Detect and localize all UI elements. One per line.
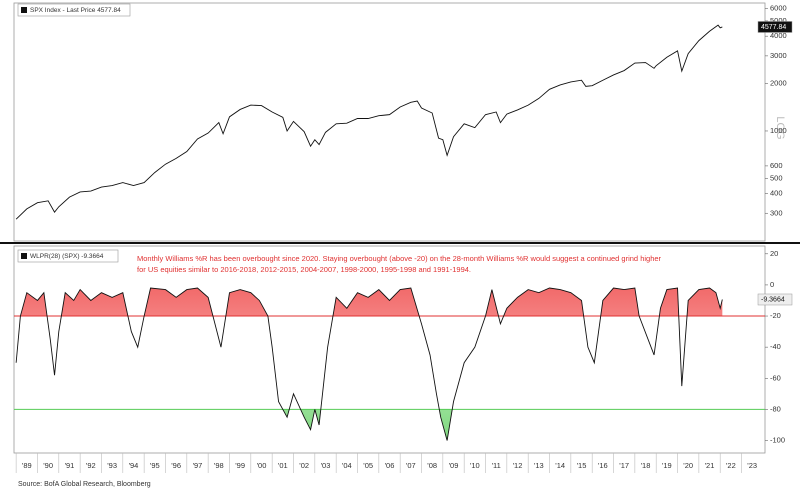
last-value-label: -9.3664: [761, 296, 785, 303]
x-tick-label: '06: [385, 461, 395, 470]
x-tick-label: '96: [171, 461, 181, 470]
y-tick-label: 400: [770, 189, 783, 198]
x-tick-label: '04: [342, 461, 352, 470]
x-tick-label: '09: [449, 461, 459, 470]
x-tick-label: '99: [235, 461, 245, 470]
x-tick-label: '22: [726, 461, 736, 470]
legend-swatch: [21, 253, 27, 259]
x-tick-label: '19: [662, 461, 672, 470]
x-tick-label: '15: [577, 461, 587, 470]
series-line: [15, 24, 723, 220]
y-tick-label: -60: [770, 373, 781, 382]
y-tick-label: 1000: [770, 126, 787, 135]
x-tick-label: '10: [470, 461, 480, 470]
y-tick-label: -20: [770, 311, 781, 320]
x-tick-label: '16: [598, 461, 608, 470]
x-tick-label: '05: [363, 461, 373, 470]
last-value-label: 4577.84: [761, 24, 786, 31]
y-tick-label: 20: [770, 249, 778, 258]
x-tick-label: '91: [65, 461, 75, 470]
x-tick-label: '13: [534, 461, 544, 470]
x-tick-label: '97: [193, 461, 203, 470]
x-tick-label: '95: [150, 461, 160, 470]
x-tick-label: '01: [278, 461, 288, 470]
y-tick-label: 0: [770, 280, 774, 289]
y-tick-label: 600: [770, 161, 783, 170]
x-tick-label: '11: [492, 461, 501, 470]
y-tick-label: 500: [770, 173, 783, 182]
x-tick-label: '94: [129, 461, 139, 470]
x-tick-label: '02: [299, 461, 309, 470]
top-legend: SPX Index - Last Price 4577.84: [17, 3, 131, 17]
x-tick-label: '07: [406, 461, 416, 470]
legend-box: [17, 3, 131, 17]
x-tick-label: '03: [321, 461, 331, 470]
x-tick-label: '98: [214, 461, 224, 470]
y-tick-label: -80: [770, 404, 781, 413]
last-value-tag: [757, 21, 793, 33]
x-tick-label: '17: [619, 461, 629, 470]
x-tick-label: '21: [705, 461, 715, 470]
scale-label: LOG: [774, 116, 786, 139]
x-tick-label: '08: [427, 461, 437, 470]
x-tick-label: '92: [86, 461, 96, 470]
x-tick-label: '18: [641, 461, 651, 470]
x-tick-label: '89: [22, 461, 32, 470]
last-value-tag: [757, 293, 793, 306]
x-tick-label: '90: [43, 461, 53, 470]
annotation: Monthly Williams %R has been overbought …: [137, 254, 662, 263]
legend-label: WLPR(28) (SPX) -9.3664: [30, 253, 104, 260]
y-tick-label: 5000: [770, 16, 787, 25]
y-tick-label: 4000: [770, 31, 787, 40]
x-tick-label: '14: [555, 461, 565, 470]
y-tick-label: -100: [770, 436, 785, 445]
bottom-legend: WLPR(28) (SPX) -9.3664: [17, 249, 119, 263]
y-tick-label: 300: [770, 208, 783, 217]
annotation: for US equities similar to 2016-2018, 20…: [137, 265, 471, 274]
x-tick-label: '00: [257, 461, 267, 470]
x-tick-label: '20: [683, 461, 693, 470]
legend-box: [17, 249, 119, 263]
legend-label: SPX Index - Last Price 4577.84: [30, 7, 121, 14]
y-tick-label: 6000: [770, 3, 787, 12]
series-line: [15, 287, 723, 441]
overbought-shade: [16, 288, 723, 317]
y-tick-label: -40: [770, 342, 781, 351]
x-tick-label: '93: [107, 461, 117, 470]
top-panel-frame: [13, 2, 766, 242]
bottom-panel-frame: [13, 245, 766, 454]
source: Source: BofA Global Research, Bloomberg: [18, 481, 151, 488]
y-tick-label: 2000: [770, 79, 787, 88]
x-tick-label: '12: [513, 461, 523, 470]
y-tick-label: 3000: [770, 51, 787, 60]
legend-swatch: [21, 7, 27, 13]
x-tick-label: '23: [747, 461, 757, 470]
